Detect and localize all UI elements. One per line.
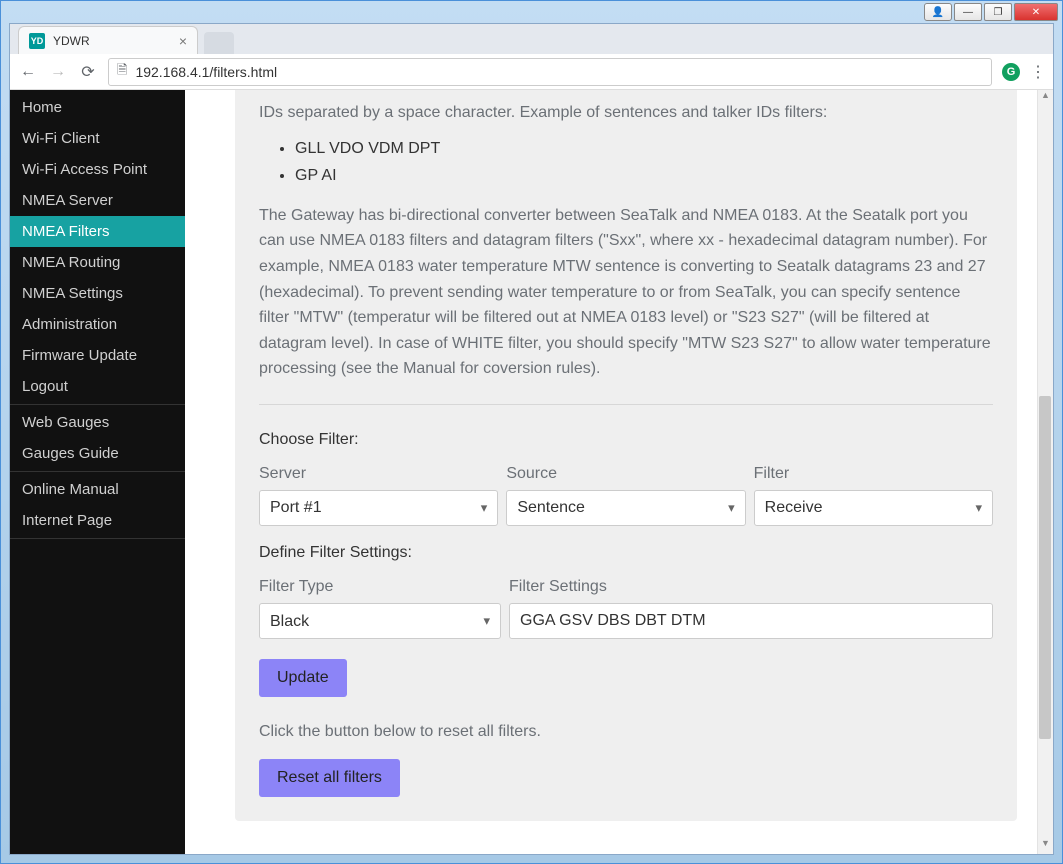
filter-select[interactable]: Receive [754, 490, 993, 526]
browser-tab[interactable]: YD YDWR × [18, 26, 198, 54]
filter-type-value: Black [270, 609, 309, 635]
example-list-item: GP AI [295, 163, 993, 189]
define-row: Filter Type Black Filter Settings [259, 574, 993, 640]
example-list: GLL VDO VDM DPTGP AI [259, 136, 993, 189]
content-card: IDs separated by a space character. Exam… [235, 90, 1017, 821]
sidebar-item-wifi-client[interactable]: Wi-Fi Client [10, 123, 185, 154]
os-titlebar: 👤 — ❐ ✕ [1, 1, 1062, 23]
divider [259, 404, 993, 405]
os-window: 👤 — ❐ ✕ YD YDWR × ← → ⟳ 🗎 192.168.4.1/fi… [0, 0, 1063, 864]
sidebar-item-internet-page[interactable]: Internet Page [10, 505, 185, 536]
server-select[interactable]: Port #1 [259, 490, 498, 526]
page-viewport: HomeWi-Fi ClientWi-Fi Access PointNMEA S… [10, 90, 1053, 854]
filter-type-select[interactable]: Black [259, 603, 501, 639]
tab-close-icon[interactable]: × [179, 33, 187, 49]
reload-button[interactable]: ⟳ [78, 62, 98, 82]
browser-window: YD YDWR × ← → ⟳ 🗎 192.168.4.1/filters.ht… [9, 23, 1054, 855]
sidebar-item-logout[interactable]: Logout [10, 371, 185, 402]
source-label: Source [506, 461, 745, 487]
sidebar-item-nmea-routing[interactable]: NMEA Routing [10, 247, 185, 278]
sidebar-item-gauges-guide[interactable]: Gauges Guide [10, 438, 185, 469]
filter-label: Filter [754, 461, 993, 487]
os-close-button[interactable]: ✕ [1014, 3, 1058, 21]
reset-all-filters-button[interactable]: Reset all filters [259, 759, 400, 797]
scroll-thumb[interactable] [1039, 396, 1051, 740]
filter-settings-input[interactable] [509, 603, 993, 639]
filter-select-value: Receive [765, 495, 823, 521]
sidebar-item-web-gauges[interactable]: Web Gauges [10, 407, 185, 438]
description-paragraph: The Gateway has bi-directional converter… [259, 203, 993, 382]
url-text: 192.168.4.1/filters.html [135, 64, 277, 80]
os-maximize-button[interactable]: ❐ [984, 3, 1012, 21]
filter-settings-label: Filter Settings [509, 574, 993, 600]
choose-filter-row: Server Port #1 Source Sentence Filter Re… [259, 461, 993, 527]
sidebar-item-nmea-server[interactable]: NMEA Server [10, 185, 185, 216]
choose-filter-label: Choose Filter: [259, 427, 993, 453]
scroll-up-arrow[interactable]: ▲ [1038, 90, 1053, 106]
update-button[interactable]: Update [259, 659, 347, 697]
reset-hint: Click the button below to reset all filt… [259, 719, 993, 745]
server-select-value: Port #1 [270, 495, 322, 521]
browser-toolbar: ← → ⟳ 🗎 192.168.4.1/filters.html G ⋮ [10, 54, 1053, 90]
intro-text: IDs separated by a space character. Exam… [259, 100, 993, 126]
sidebar-item-home[interactable]: Home [10, 92, 185, 123]
sidebar-item-administration[interactable]: Administration [10, 309, 185, 340]
sidebar-item-nmea-settings[interactable]: NMEA Settings [10, 278, 185, 309]
filter-type-label: Filter Type [259, 574, 501, 600]
server-label: Server [259, 461, 498, 487]
sidebar-item-online-manual[interactable]: Online Manual [10, 474, 185, 505]
back-button[interactable]: ← [18, 63, 38, 81]
source-select-value: Sentence [517, 495, 585, 521]
tab-title: YDWR [53, 34, 90, 48]
define-settings-label: Define Filter Settings: [259, 540, 993, 566]
os-minimize-button[interactable]: — [954, 3, 982, 21]
source-select[interactable]: Sentence [506, 490, 745, 526]
sidebar-item-wifi-ap[interactable]: Wi-Fi Access Point [10, 154, 185, 185]
sidebar-item-firmware-update[interactable]: Firmware Update [10, 340, 185, 371]
browser-tabbar: YD YDWR × [10, 24, 1053, 54]
sidebar-item-nmea-filters[interactable]: NMEA Filters [10, 216, 185, 247]
main-content: IDs separated by a space character. Exam… [185, 90, 1053, 854]
scrollbar[interactable]: ▲ ▼ [1037, 90, 1053, 854]
forward-button[interactable]: → [48, 63, 68, 81]
site-info-icon[interactable]: 🗎 [117, 61, 127, 83]
example-list-item: GLL VDO VDM DPT [295, 136, 993, 162]
browser-menu-button[interactable]: ⋮ [1030, 62, 1045, 82]
address-bar[interactable]: 🗎 192.168.4.1/filters.html [108, 58, 992, 86]
extension-icon[interactable]: G [1002, 63, 1020, 81]
tab-favicon: YD [29, 33, 45, 49]
scroll-down-arrow[interactable]: ▼ [1038, 838, 1053, 854]
new-tab-button[interactable] [204, 32, 234, 54]
sidebar: HomeWi-Fi ClientWi-Fi Access PointNMEA S… [10, 90, 185, 854]
os-user-button[interactable]: 👤 [924, 3, 952, 21]
